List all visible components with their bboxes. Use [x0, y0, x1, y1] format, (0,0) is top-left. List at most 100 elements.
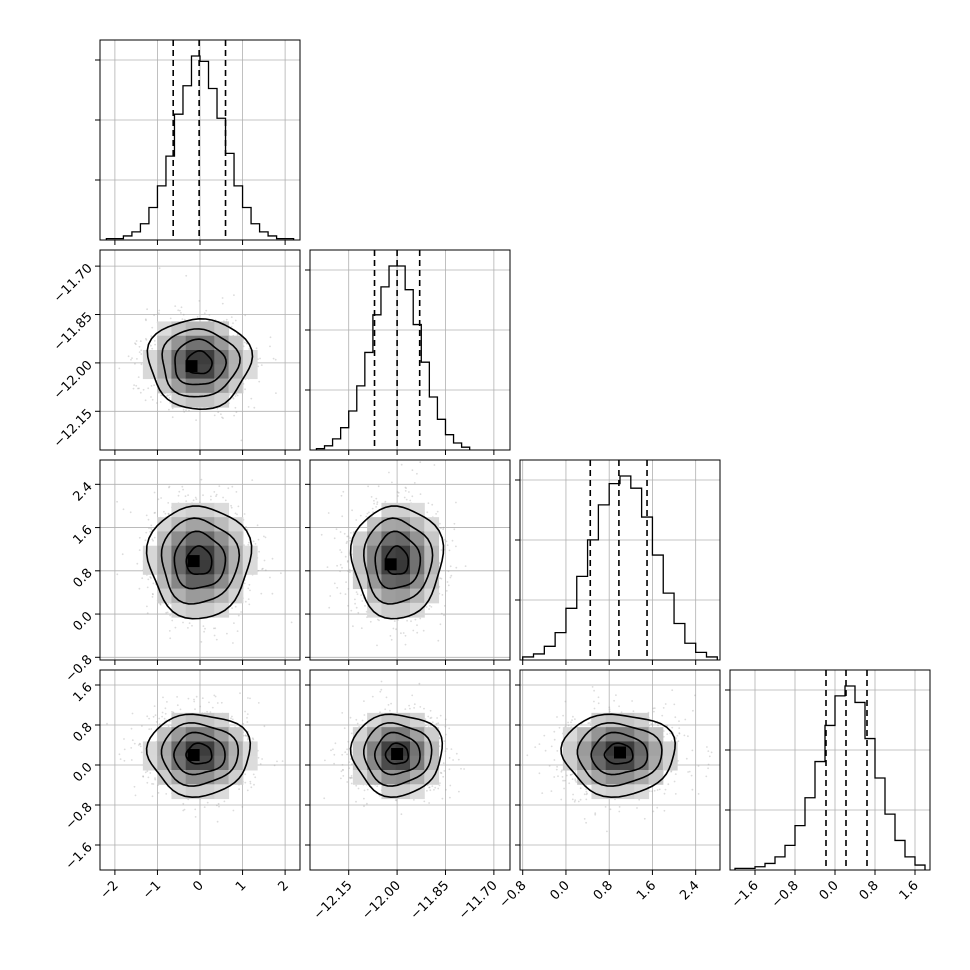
scatter-point: [131, 357, 133, 359]
density-cell: [214, 502, 230, 518]
scatter-point: [174, 305, 177, 307]
scatter-point: [231, 607, 234, 609]
scatter-point: [263, 535, 265, 538]
scatter-point: [123, 738, 125, 740]
density-cell: [410, 560, 425, 575]
scatter-point: [419, 617, 422, 620]
scatter-point: [244, 314, 247, 317]
scatter-point: [413, 482, 416, 484]
scatter-point: [269, 345, 271, 348]
density-cell: [395, 531, 411, 547]
histogram-step: [315, 265, 471, 450]
scatter-point: [412, 629, 415, 632]
scatter-point: [348, 568, 351, 571]
scatter-point: [168, 720, 171, 723]
scatter-point: [137, 376, 140, 378]
scatter-point: [428, 604, 431, 607]
scatter-point: [320, 533, 323, 536]
scatter-point: [239, 692, 241, 695]
scatter-point: [150, 335, 153, 338]
histogram-step: [105, 55, 295, 240]
scatter-point: [355, 591, 358, 593]
scatter-point: [443, 614, 445, 617]
scatter-point: [240, 439, 243, 442]
scatter-point: [194, 708, 196, 711]
scatter-point: [257, 702, 260, 704]
scatter-point: [127, 355, 130, 358]
density-peak: [187, 555, 200, 568]
scatter-point: [237, 614, 240, 617]
scatter-point: [261, 568, 263, 570]
density-cell: [228, 335, 244, 351]
scatter-point: [370, 496, 373, 498]
scatter-point: [378, 619, 380, 622]
scatter-point: [240, 611, 243, 613]
scatter-point: [157, 498, 160, 501]
scatter-point: [146, 612, 149, 615]
scatter-point: [222, 496, 225, 499]
scatter-point: [335, 528, 338, 531]
scatter-point: [408, 491, 410, 493]
scatter-point: [455, 566, 458, 569]
scatter-point: [236, 334, 239, 337]
scatter-point: [359, 514, 362, 517]
scatter-point: [222, 417, 224, 420]
density-cell: [157, 350, 172, 365]
density-cell: [381, 574, 397, 590]
scatter-point: [440, 549, 443, 551]
scatter-point: [167, 502, 170, 504]
scatter-point: [174, 626, 177, 629]
scatter-point: [182, 488, 185, 491]
scatter-point: [346, 561, 349, 563]
scatter-point: [354, 602, 356, 605]
scatter-point: [341, 566, 343, 569]
scatter-point: [139, 745, 142, 748]
scatter-point: [148, 717, 151, 720]
scatter-point: [376, 503, 378, 505]
scatter-point: [234, 395, 237, 397]
density-cell: [410, 531, 425, 547]
scatter-point: [252, 773, 255, 776]
scatter-point: [155, 721, 158, 723]
scatter-point: [333, 582, 336, 585]
scatter-point: [339, 563, 342, 566]
density-peak: [384, 558, 397, 571]
scatter-point: [178, 490, 181, 493]
scatter-point: [151, 326, 154, 329]
density-cell: [395, 545, 411, 561]
scatter-point: [227, 487, 230, 490]
scatter-point: [200, 641, 203, 643]
density-cell: [242, 545, 258, 561]
density-cell: [395, 502, 411, 518]
scatter-point: [248, 603, 251, 606]
scatter-point: [150, 396, 152, 398]
scatter-point: [255, 347, 258, 350]
scatter-point: [201, 697, 204, 700]
contour-line: [146, 317, 254, 411]
scatter-point: [352, 625, 354, 628]
density-cell: [157, 545, 172, 561]
scatter-point: [161, 711, 164, 714]
scatter-point: [146, 770, 149, 773]
scatter-point: [169, 402, 172, 404]
density-cell: [171, 335, 187, 351]
scatter-point: [177, 494, 180, 497]
scatter-point: [153, 512, 156, 514]
scatter-point: [130, 727, 133, 730]
density-cell: [424, 531, 440, 547]
scatter-point: [169, 393, 172, 396]
scatter-point: [264, 536, 267, 539]
scatter-point: [221, 297, 224, 299]
contour-line: [145, 505, 253, 620]
scatter-point: [339, 570, 341, 573]
scatter-point: [354, 598, 356, 601]
scatter-point: [153, 340, 156, 342]
scatter-point: [455, 501, 457, 504]
scatter-point: [158, 309, 161, 312]
scatter-point: [254, 543, 257, 545]
scatter-point: [130, 358, 132, 361]
scatter-point: [164, 712, 167, 715]
scatter-point: [192, 499, 195, 502]
scatter-point: [252, 540, 255, 543]
scatter-point: [441, 594, 444, 596]
